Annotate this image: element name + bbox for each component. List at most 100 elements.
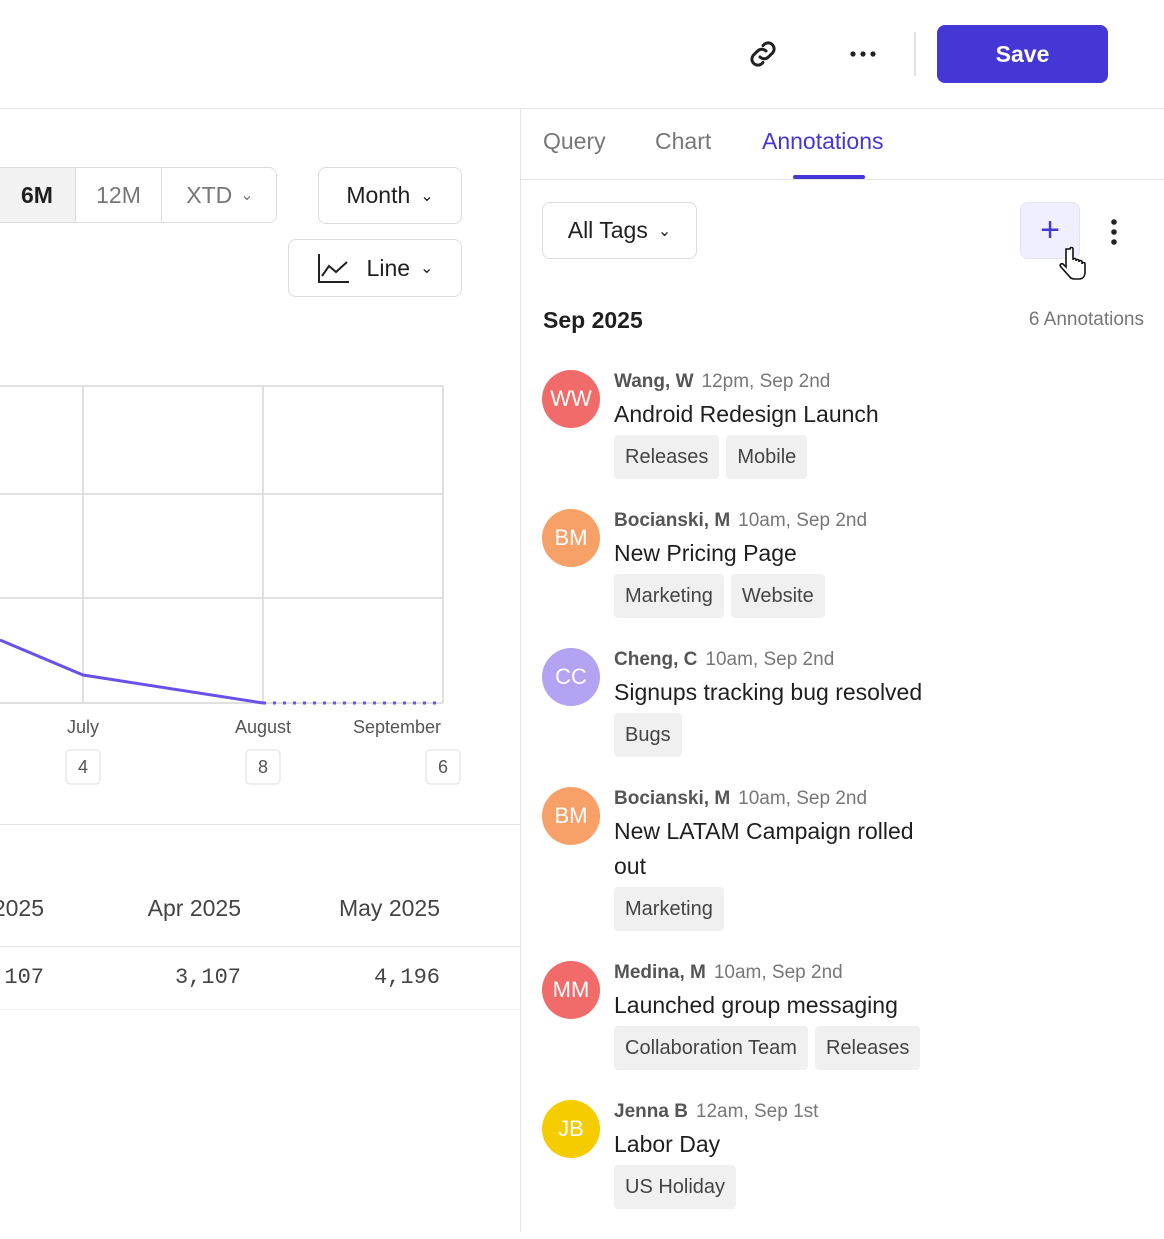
chevron: ⌄ (240, 187, 254, 204)
count-box (65, 749, 101, 785)
month-heading: Sep 2025 (543, 307, 643, 333)
annotation-meta: Bocianski, M 10am, Sep 2nd (614, 509, 1142, 533)
author: Bocianski, M (614, 788, 731, 809)
avatar: BM (542, 787, 600, 845)
avatar: BM (542, 509, 600, 567)
count-box (245, 749, 281, 785)
timestamp: 10am, Sep 2nd (713, 962, 843, 983)
annotation-meta: Jenna B 12am, Sep 1st (614, 1100, 1142, 1124)
tag: Bugs (614, 713, 682, 757)
chevron: ⌄ (420, 187, 434, 205)
tab-indicator (793, 175, 865, 179)
timestamp: 12pm, Sep 2nd (701, 371, 831, 392)
author: Medina, M (614, 962, 706, 983)
annotation-count-badge: 8 (258, 757, 268, 777)
timestamp: 10am, Sep 2nd (705, 649, 835, 670)
timestamp: 12am, Sep 1st (695, 1101, 819, 1122)
annotation: WW Wang, W 12pm, Sep 2nd Android Redesign L… (542, 370, 1142, 509)
divider (0, 824, 520, 825)
timestamp: 10am, Sep 2nd (738, 788, 868, 809)
annotation-title: Android Redesign Launch (614, 401, 879, 427)
table-cell: 4,196 (373, 965, 440, 990)
tag: Mobile (726, 435, 808, 479)
table-cell: 3,107 (174, 965, 241, 990)
tag: Releases (614, 435, 720, 479)
divider (914, 32, 916, 76)
annotation-count: 6 Annotations (1028, 309, 1144, 330)
cursor (1059, 246, 1086, 280)
divider (521, 179, 1164, 180)
x-label: September (353, 717, 441, 737)
tag-list: Bugs (614, 713, 1142, 757)
tab[interactable]: Query (543, 128, 606, 154)
annotation-meta: Wang, W 12pm, Sep 2nd (614, 370, 1142, 394)
avatar: WW (542, 370, 600, 428)
range-label: XTD (186, 181, 233, 208)
chevron: ⌄ (657, 222, 672, 240)
chart-type-dropdown[interactable]: Line ⌄ (288, 239, 462, 297)
timestamp: 10am, Sep 2nd (738, 510, 868, 531)
annotation-title: New Pricing Page (614, 540, 797, 566)
tag-list: Marketing (614, 887, 1142, 931)
range-option[interactable]: 12M (75, 168, 161, 222)
annotation-list: WW Wang, W 12pm, Sep 2nd Android Redesign L… (542, 370, 1142, 1239)
panel-menu[interactable] (1106, 216, 1122, 248)
annotation-count-badge: 4 (78, 757, 88, 777)
chart: July 4 August 8 September 6 (0, 385, 461, 785)
x-label: August (235, 717, 291, 737)
range-control: 6M 12M XTD ⌄ (0, 167, 277, 223)
count-box (425, 749, 461, 785)
range-option[interactable]: 6M (0, 168, 75, 222)
annotation-meta: Medina, M 10am, Sep 2nd (614, 961, 1142, 985)
chevron: ⌄ (420, 260, 434, 277)
tag-list: Releases Mobile (614, 435, 1142, 479)
annotation: MM Medina, M 10am, Sep 2nd Launched group m… (542, 961, 1142, 1100)
divider (520, 108, 521, 1232)
divider (0, 108, 1164, 109)
annotation: CC Cheng, C 10am, Sep 2nd Signups tracking … (542, 648, 1142, 787)
table-header: May 2025 (338, 895, 440, 921)
tag-list: Collaboration Team Releases (614, 1026, 1142, 1070)
grid (0, 385, 444, 704)
table-header: Apr 2025 (147, 895, 241, 921)
tag: Website (730, 574, 825, 618)
author: Wang, W (614, 371, 694, 392)
tag: Collaboration Team (614, 1026, 808, 1070)
divider (0, 946, 520, 947)
annotation-title: Launched group messaging (614, 992, 898, 1018)
series-line (0, 638, 264, 705)
annotation-title: Signups tracking bug resolved (614, 679, 923, 705)
avatar: CC (542, 648, 600, 706)
range-option[interactable]: XTD ⌄ (161, 168, 276, 222)
table-header: 2025 (0, 895, 44, 921)
annotation: BM Bocianski, M 10am, Sep 2nd New LATAM Cam… (542, 787, 1142, 961)
tag: Marketing (614, 887, 724, 931)
granularity-dropdown[interactable]: Month ⌄ (318, 167, 462, 224)
tag-list: Marketing Website (614, 574, 1142, 618)
annotation-meta: Cheng, C 10am, Sep 2nd (614, 648, 1142, 672)
more-icon[interactable] (848, 44, 878, 64)
author: Cheng, C (614, 649, 698, 670)
tab-active[interactable]: Annotations (762, 128, 884, 154)
tag-list: US Holiday (614, 1165, 1142, 1209)
table-cell: 107 (4, 965, 44, 990)
tag: Marketing (614, 574, 724, 618)
tab[interactable]: Chart (655, 128, 712, 154)
annotation-meta: Bocianski, M 10am, Sep 2nd (614, 787, 1142, 811)
link-icon[interactable] (745, 36, 781, 72)
avatar: MM (542, 961, 600, 1019)
tag-filter[interactable]: All Tags ⌄ (542, 202, 697, 259)
tag: US Holiday (614, 1165, 737, 1209)
granularity-label: Month (346, 182, 411, 208)
annotation: JB Jenna B 12am, Sep 1st Labor Day US Holida… (542, 1100, 1142, 1239)
annotation-title: New LATAM Campaign rolled out (614, 818, 914, 879)
x-label: July (67, 717, 99, 737)
line-icon (317, 254, 349, 283)
annotation: BM Bocianski, M 10am, Sep 2nd New Pricing P… (542, 509, 1142, 648)
annotation-title: Labor Day (614, 1131, 721, 1157)
tag-filter-label: All Tags (567, 217, 648, 243)
save-button[interactable]: Save (937, 25, 1108, 83)
chart-type-label: Line (366, 254, 411, 281)
avatar: JB (542, 1100, 600, 1158)
